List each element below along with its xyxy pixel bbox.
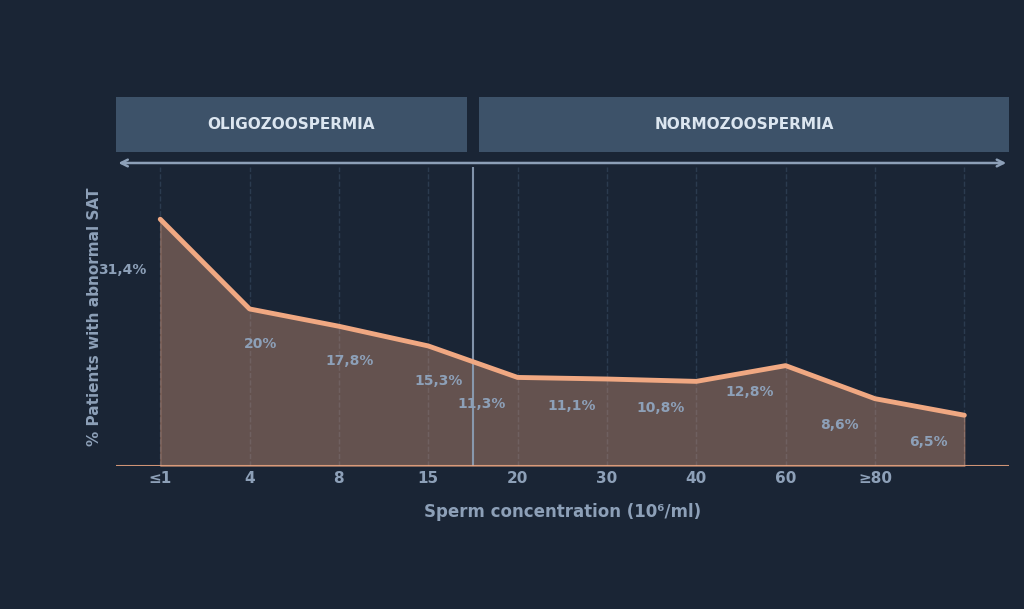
Text: 6,5%: 6,5%: [909, 435, 948, 449]
Text: NORMOZOOSPERMIA: NORMOZOOSPERMIA: [654, 117, 834, 132]
Text: 31,4%: 31,4%: [98, 262, 146, 276]
X-axis label: Sperm concentration (10⁶/ml): Sperm concentration (10⁶/ml): [424, 503, 700, 521]
Text: 11,3%: 11,3%: [458, 397, 506, 411]
Y-axis label: % Patients with abnormal SAT: % Patients with abnormal SAT: [87, 188, 101, 446]
Text: 8,6%: 8,6%: [820, 418, 858, 432]
Text: 20%: 20%: [244, 337, 278, 351]
Text: 15,3%: 15,3%: [415, 373, 463, 387]
Text: OLIGOZOOSPERMIA: OLIGOZOOSPERMIA: [208, 117, 375, 132]
Text: 17,8%: 17,8%: [326, 354, 374, 368]
Text: 11,1%: 11,1%: [547, 399, 596, 413]
Text: 10,8%: 10,8%: [636, 401, 685, 415]
Text: 12,8%: 12,8%: [726, 385, 774, 400]
